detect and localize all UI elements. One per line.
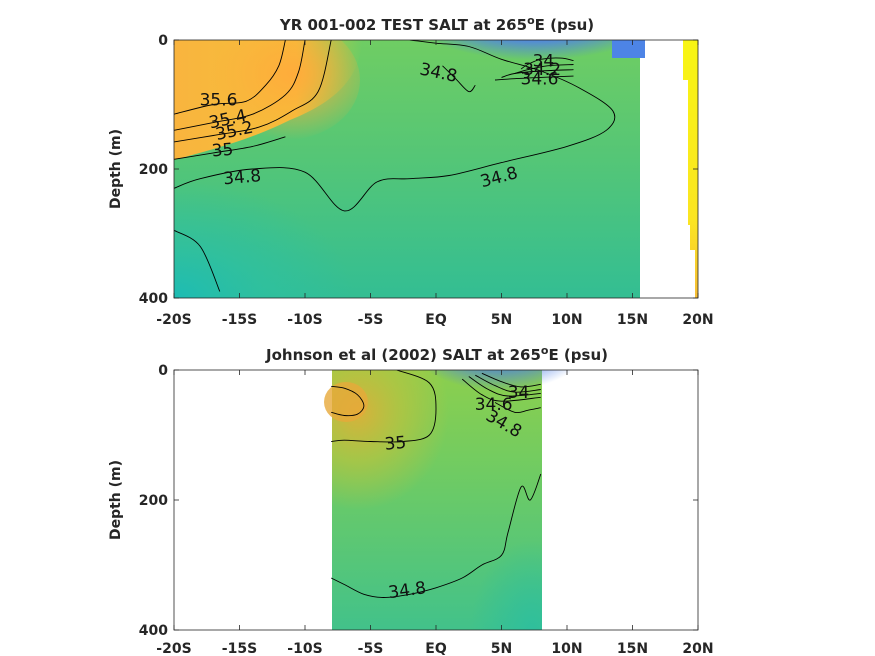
y-tick-label: 200 — [139, 493, 168, 509]
contour-line — [174, 40, 616, 212]
bottom-field-fresh-pool — [430, 370, 570, 412]
top-field-southwest-fresh — [174, 180, 354, 298]
top-field-east-salty — [683, 40, 698, 298]
bottom-y-ticks: 0 200 400 — [139, 363, 698, 639]
x-tick-label: 20N — [682, 641, 713, 656]
x-tick-label: EQ — [425, 641, 447, 656]
contour-line — [494, 402, 541, 414]
contour-line — [461, 378, 541, 402]
top-chart-title: YR 001-002 TEST SALT at 265oE (psu) — [279, 14, 594, 34]
contour-line — [330, 473, 542, 598]
x-tick-label: -10S — [287, 312, 322, 328]
top-field-fresh-edge — [612, 40, 645, 58]
x-tick-label: 5N — [491, 312, 512, 328]
contour-line — [174, 40, 286, 115]
contour-label: 34.6 — [521, 70, 559, 90]
contour-line — [475, 374, 541, 393]
bottom-field-salty-core — [324, 382, 368, 422]
bottom-x-ticks: -20S -15S -10S -5S EQ 5N 10N 15N 20N — [156, 370, 714, 656]
x-tick-label: -15S — [222, 312, 257, 328]
contour-line — [514, 64, 574, 74]
x-tick-label: -10S — [287, 641, 322, 656]
x-tick-label: 10N — [551, 641, 582, 656]
contour-label: 35.6 — [200, 90, 238, 110]
contour-label: 34.2 — [523, 60, 561, 80]
top-field-salty-core — [210, 40, 360, 140]
contour-label: 34.6 — [475, 395, 513, 415]
bottom-y-axis-label: Depth (m) — [108, 460, 124, 540]
contour-line — [174, 40, 332, 143]
y-tick-label: 400 — [139, 291, 168, 307]
contour-line — [174, 40, 306, 131]
contour-label: 34.8 — [222, 166, 261, 189]
contour-label: 34 — [533, 52, 555, 72]
x-tick-label: -15S — [222, 641, 257, 656]
contour-line — [174, 136, 286, 160]
contour-line — [481, 372, 541, 388]
top-field-fresh-pool — [425, 40, 645, 84]
contour-line — [494, 75, 574, 81]
bottom-contours — [330, 370, 542, 598]
contour-label: 35 — [211, 140, 234, 162]
y-tick-label: 0 — [158, 33, 168, 49]
x-tick-label: -20S — [156, 641, 191, 656]
x-tick-label: 20N — [682, 312, 713, 328]
contour-label: 35 — [384, 433, 407, 455]
y-tick-label: 0 — [158, 363, 168, 379]
bottom-field-southeast — [440, 480, 542, 630]
contour-label: 34 — [508, 383, 530, 403]
top-x-ticks: -20S -15S -10S -5S EQ 5N 10N 15N 20N — [156, 40, 714, 328]
x-tick-label: 5N — [491, 641, 512, 656]
x-tick-label: 15N — [617, 641, 648, 656]
contour-line — [174, 229, 221, 292]
bottom-chart-title: Johnson et al (2002) SALT at 265oE (psu) — [265, 344, 608, 364]
contour-line — [331, 385, 365, 417]
x-tick-label: EQ — [425, 312, 447, 328]
contour-line — [442, 65, 476, 93]
x-tick-label: 15N — [617, 312, 648, 328]
x-tick-label: -5S — [358, 312, 384, 328]
top-contours — [174, 40, 616, 292]
contour-line — [331, 370, 437, 443]
y-tick-label: 400 — [139, 623, 168, 639]
top-y-ticks: 0 200 400 — [139, 33, 698, 307]
contour-line — [468, 376, 541, 397]
x-tick-label: 10N — [551, 312, 582, 328]
x-tick-label: -5S — [358, 641, 384, 656]
y-tick-label: 200 — [139, 162, 168, 178]
contour-line — [501, 69, 574, 78]
x-tick-label: -20S — [156, 312, 191, 328]
top-y-axis-label: Depth (m) — [108, 129, 124, 209]
